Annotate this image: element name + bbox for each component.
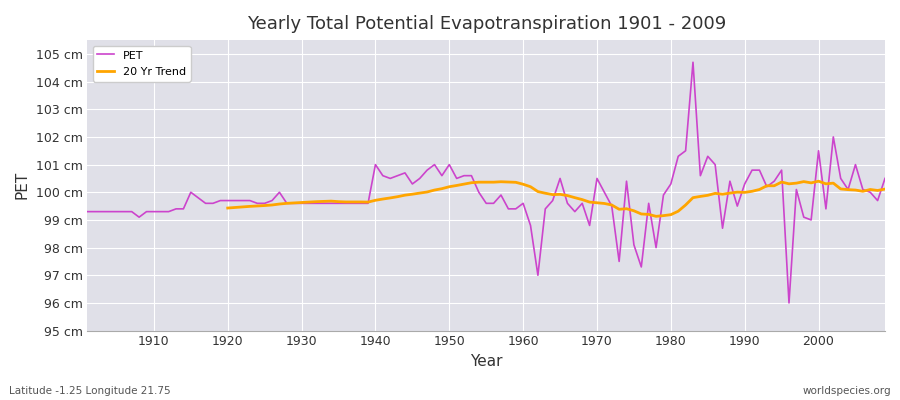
20 Yr Trend	[776, 180, 787, 184]
X-axis label: Year: Year	[470, 354, 502, 369]
PET	[518, 201, 528, 206]
Text: Latitude -1.25 Longitude 21.75: Latitude -1.25 Longitude 21.75	[9, 386, 171, 396]
PET	[348, 201, 359, 206]
20 Yr Trend	[222, 206, 233, 210]
PET	[303, 201, 314, 206]
PET	[607, 204, 617, 208]
Line: PET: PET	[87, 62, 885, 303]
20 Yr Trend	[311, 199, 322, 204]
PET	[879, 176, 890, 181]
20 Yr Trend	[791, 181, 802, 186]
20 Yr Trend	[879, 187, 890, 192]
Title: Yearly Total Potential Evapotranspiration 1901 - 2009: Yearly Total Potential Evapotranspiratio…	[247, 15, 725, 33]
20 Yr Trend	[865, 187, 876, 192]
20 Yr Trend	[651, 214, 661, 219]
20 Yr Trend	[813, 179, 824, 184]
Text: worldspecies.org: worldspecies.org	[803, 386, 891, 396]
PET	[510, 206, 521, 211]
Y-axis label: PET: PET	[15, 171, 30, 200]
PET	[141, 209, 152, 214]
Line: 20 Yr Trend: 20 Yr Trend	[228, 181, 885, 216]
20 Yr Trend	[422, 190, 433, 194]
PET	[82, 209, 93, 214]
PET	[688, 60, 698, 65]
20 Yr Trend	[688, 195, 698, 200]
Legend: PET, 20 Yr Trend: PET, 20 Yr Trend	[93, 46, 191, 82]
PET	[784, 300, 795, 305]
